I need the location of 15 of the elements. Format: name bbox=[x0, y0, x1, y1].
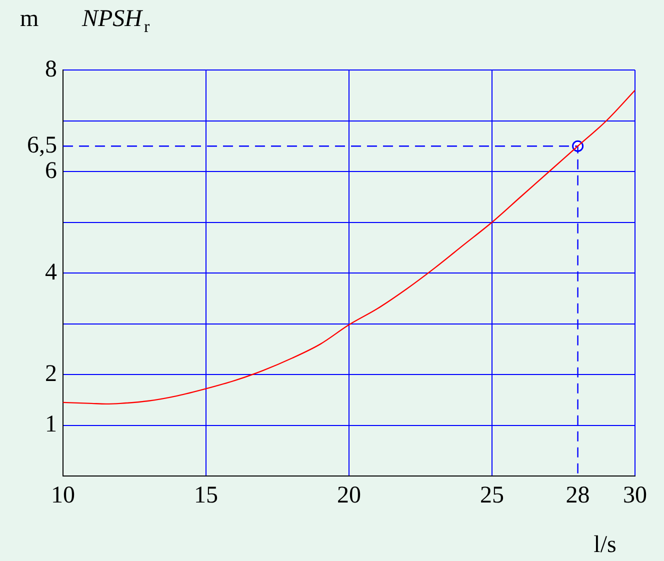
y-tick-label: 6 bbox=[45, 158, 57, 184]
x-tick-label: 10 bbox=[51, 482, 75, 509]
x-tick-label: 30 bbox=[623, 482, 647, 509]
y-axis-title: m bbox=[20, 6, 39, 32]
y-tick-label: 2 bbox=[45, 360, 57, 387]
y-tick-label: 4 bbox=[45, 259, 57, 286]
x-axis-title: l/s bbox=[594, 532, 616, 558]
x-tick-label: 15 bbox=[194, 482, 218, 509]
x-tick-label: 25 bbox=[480, 482, 504, 509]
line-series bbox=[63, 90, 635, 405]
x-tick-label: 28 bbox=[566, 482, 590, 509]
y-tick-label: 8 bbox=[45, 56, 57, 82]
y-tick-label: 1 bbox=[45, 412, 57, 438]
x-tick-label: 20 bbox=[337, 482, 361, 509]
y-tick-label: 6,5 bbox=[27, 132, 57, 158]
